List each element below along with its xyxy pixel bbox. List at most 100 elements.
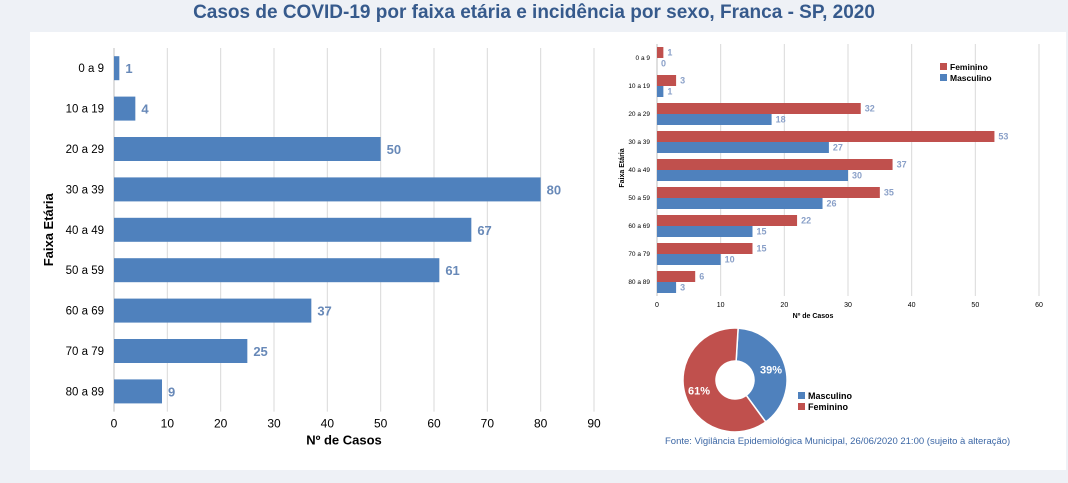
legend-label: Feminino xyxy=(950,62,988,72)
y-tick-label: 80 a 89 xyxy=(66,386,104,398)
y-tick-label: 10 a 19 xyxy=(628,83,650,90)
bar xyxy=(114,96,136,121)
y-tick-label: 50 a 59 xyxy=(628,195,650,202)
data-label: 80 xyxy=(547,182,561,197)
bar xyxy=(114,379,162,404)
data-label: 18 xyxy=(776,115,786,125)
y-tick-label: 30 a 39 xyxy=(628,139,650,146)
y-tick-label: 60 a 69 xyxy=(628,223,650,230)
pie-slice xyxy=(682,327,767,433)
y-tick-label: 40 a 49 xyxy=(66,225,104,237)
x-tick-label: 80 xyxy=(534,417,548,431)
x-tick-label: 10 xyxy=(161,417,175,431)
data-label: 26 xyxy=(827,199,837,209)
data-label: 25 xyxy=(253,344,267,359)
bar xyxy=(657,47,664,58)
bar xyxy=(657,282,677,293)
x-tick-label: 40 xyxy=(908,302,916,309)
bar xyxy=(657,254,721,265)
x-tick-label: 40 xyxy=(321,417,335,431)
x-tick-label: 20 xyxy=(214,417,228,431)
bar xyxy=(114,217,472,242)
legend-swatch xyxy=(798,403,805,410)
data-label: 32 xyxy=(865,104,875,114)
y-tick-label: 60 a 69 xyxy=(66,306,104,318)
data-label: 0 xyxy=(661,59,666,69)
data-label: 9 xyxy=(168,384,175,399)
bar xyxy=(657,187,880,198)
x-tick-label: 60 xyxy=(1035,302,1043,309)
y-tick-label: 70 a 79 xyxy=(66,346,104,358)
y-tick-label: 20 a 29 xyxy=(628,111,650,118)
bar xyxy=(657,215,798,226)
x-tick-label: 50 xyxy=(374,417,388,431)
data-label: 50 xyxy=(387,142,401,157)
x-tick-label: 0 xyxy=(111,417,118,431)
slice-label: 61% xyxy=(688,386,710,398)
y-tick-label: 70 a 79 xyxy=(628,251,650,258)
x-tick-label: 70 xyxy=(481,417,495,431)
data-label: 30 xyxy=(852,171,862,181)
bar xyxy=(114,56,120,81)
x-tick-label: 0 xyxy=(655,302,659,309)
chart-title: Casos de COVID-19 por faixa etária e inc… xyxy=(193,2,875,23)
data-label: 37 xyxy=(897,160,907,170)
legend-label: Feminino xyxy=(808,402,849,412)
bar xyxy=(657,103,861,114)
source-note: Fonte: Vigilância Epidemiológica Municip… xyxy=(665,436,1011,447)
bar xyxy=(114,177,541,202)
x-axis-title: Nº de Casos xyxy=(306,433,382,448)
data-label: 1 xyxy=(667,87,672,97)
x-tick-label: 10 xyxy=(717,302,725,309)
data-label: 1 xyxy=(667,48,672,58)
x-tick-label: 50 xyxy=(971,302,979,309)
legend-label: Masculino xyxy=(808,391,853,401)
x-tick-label: 60 xyxy=(427,417,441,431)
legend-swatch xyxy=(798,392,805,399)
x-tick-label: 30 xyxy=(844,302,852,309)
x-tick-label: 20 xyxy=(780,302,788,309)
bar xyxy=(657,198,823,209)
data-label: 61 xyxy=(445,263,459,278)
data-label: 3 xyxy=(680,283,685,293)
bar xyxy=(657,86,664,97)
bar xyxy=(657,243,753,254)
y-tick-label: 20 a 29 xyxy=(66,144,104,156)
bar xyxy=(657,75,677,86)
data-label: 6 xyxy=(699,272,704,282)
y-tick-label: 80 a 89 xyxy=(628,279,650,286)
bar xyxy=(657,142,829,153)
y-tick-label: 40 a 49 xyxy=(628,167,650,174)
x-tick-label: 90 xyxy=(587,417,601,431)
data-label: 35 xyxy=(884,188,894,198)
y-tick-label: 0 a 9 xyxy=(636,55,651,62)
x-axis-title: Nº de Casos xyxy=(793,313,834,320)
y-tick-label: 10 a 19 xyxy=(66,104,104,116)
data-label: 22 xyxy=(801,216,811,226)
bar xyxy=(657,159,893,170)
legend-swatch xyxy=(940,63,947,70)
chart-panel xyxy=(30,32,1066,470)
bar xyxy=(114,137,381,161)
bar xyxy=(657,114,772,125)
legend-label: Masculino xyxy=(950,73,992,83)
bar xyxy=(114,298,312,323)
y-tick-label: 0 a 9 xyxy=(78,63,104,75)
data-label: 1 xyxy=(125,61,132,76)
data-label: 4 xyxy=(141,102,149,117)
data-label: 15 xyxy=(757,227,767,237)
bar xyxy=(657,226,753,237)
bar xyxy=(114,339,248,363)
y-tick-label: 30 a 39 xyxy=(66,184,104,196)
data-label: 3 xyxy=(680,76,685,86)
legend-swatch xyxy=(940,74,947,81)
bar xyxy=(657,170,848,181)
bar xyxy=(114,258,440,283)
data-label: 37 xyxy=(317,304,331,319)
data-label: 15 xyxy=(757,244,767,254)
bar xyxy=(657,271,696,282)
data-label: 67 xyxy=(477,223,491,238)
y-axis-title: Faixa Etária xyxy=(41,193,56,267)
data-label: 53 xyxy=(998,132,1008,142)
